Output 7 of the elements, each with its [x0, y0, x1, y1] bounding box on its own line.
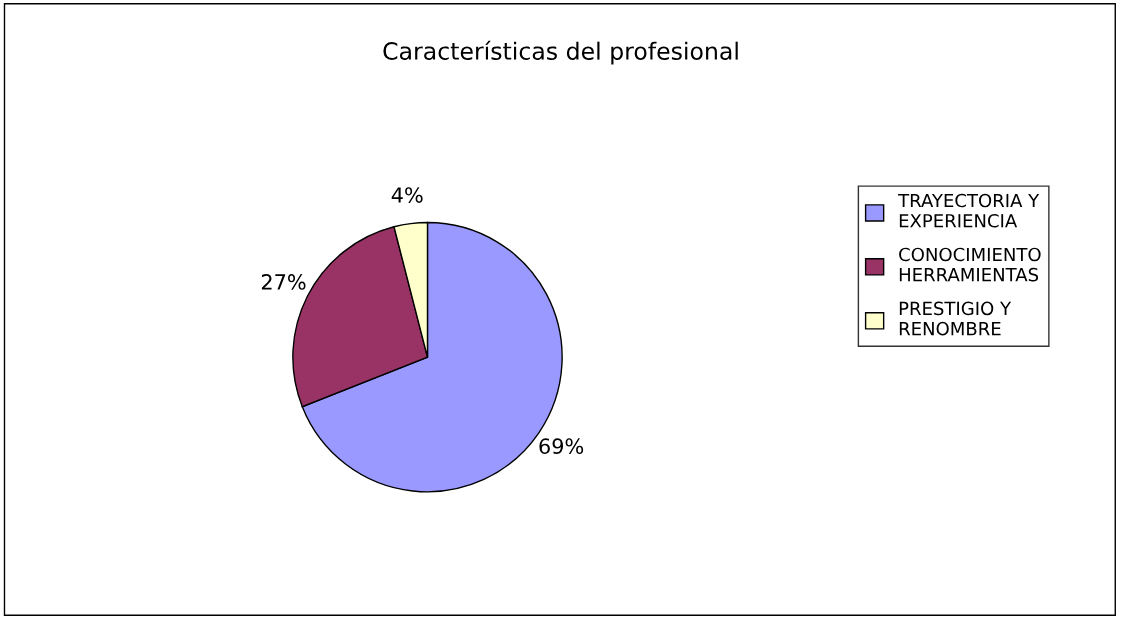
legend-label: CONOCIMIENTO HERRAMIENTAS	[899, 247, 1041, 282]
data-label: 27%	[261, 274, 306, 290]
chart-title: Características del profesional	[383, 40, 738, 65]
legend-label: TRAYECTORIA Y EXPERIENCIA	[898, 193, 1040, 228]
data-label: 4%	[391, 187, 423, 203]
data-label: 69%	[539, 438, 584, 455]
legend-label: PRESTIGIO Y RENOMBRE	[899, 301, 1012, 336]
